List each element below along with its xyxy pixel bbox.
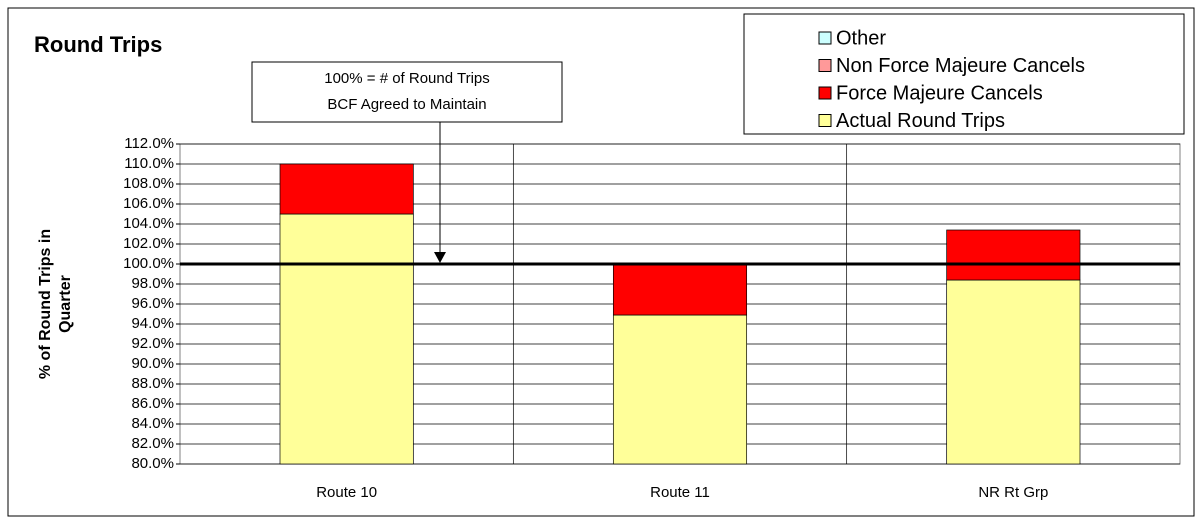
y-tick-label: 80.0% [131, 455, 174, 472]
y-tick-label: 96.0% [131, 295, 174, 312]
annotation-text: BCF Agreed to Maintain [327, 96, 486, 113]
legend-label: Force Majeure Cancels [836, 82, 1043, 104]
bar-segment [946, 279, 1081, 465]
bar-segment [612, 314, 748, 465]
y-tick-label: 84.0% [131, 415, 174, 432]
y-tick-label: 102.0% [123, 235, 174, 252]
y-tick-label: 104.0% [123, 215, 174, 232]
y-tick-label: 110.0% [124, 155, 174, 172]
legend-swatch [818, 114, 832, 127]
legend-label: Non Force Majeure Cancels [836, 55, 1085, 77]
y-axis-title: % of Round Trips in [37, 229, 54, 379]
annotation-box [251, 61, 563, 123]
y-tick-label: 92.0% [131, 335, 174, 352]
chart-title: Round Trips [34, 32, 162, 57]
y-tick-label: 94.0% [131, 315, 174, 332]
legend-label: Actual Round Trips [836, 110, 1005, 132]
y-tick-label: 88.0% [131, 375, 174, 392]
bar-segment [279, 213, 414, 465]
legend-swatch [818, 59, 832, 72]
x-tick-label: Route 10 [316, 484, 377, 501]
legend-label: Other [836, 27, 886, 49]
arrow-head [434, 252, 446, 263]
y-tick-label: 108.0% [123, 175, 174, 192]
y-tick-label: 112.0% [124, 135, 174, 152]
y-tick-label: 90.0% [131, 355, 174, 372]
y-tick-label: 100.0% [123, 255, 174, 272]
bar-segment [946, 229, 1081, 281]
bar-segment [612, 264, 748, 316]
x-tick-label: NR Rt Grp [978, 484, 1048, 501]
y-tick-label: 86.0% [131, 395, 174, 412]
x-tick-label: Route 11 [650, 484, 710, 501]
y-tick-label: 106.0% [123, 195, 174, 212]
y-axis-title: Quarter [57, 275, 74, 333]
legend-box [743, 13, 1185, 135]
y-tick-label: 82.0% [131, 435, 174, 452]
annotation-text: 100% = # of Round Trips [324, 70, 490, 87]
legend-swatch [818, 31, 832, 45]
bar-segment [279, 163, 414, 215]
y-tick-label: 98.0% [131, 275, 174, 292]
legend-swatch [818, 86, 832, 100]
